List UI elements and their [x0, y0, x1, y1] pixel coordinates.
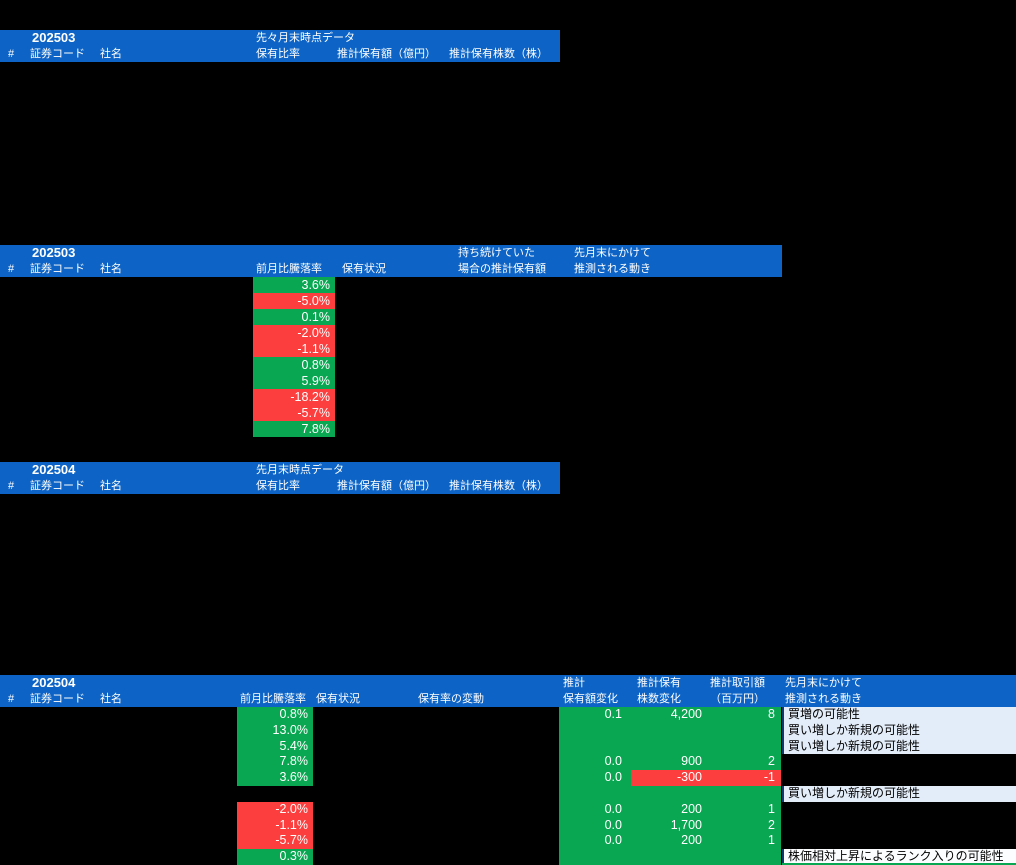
s4-change-cell[interactable]: 0.8%	[237, 707, 313, 723]
section2-col-move-top: 先月末にかけて	[574, 247, 651, 259]
section3-period-label: 先月末時点データ	[256, 464, 344, 476]
section3-col-ratio: 保有比率	[256, 480, 300, 492]
section1-month-label: 202503	[32, 30, 76, 45]
section4-col-code: 証券コード	[30, 693, 85, 705]
amount-change-value[interactable]: 0.0	[604, 770, 622, 785]
s4-change-cell[interactable]: 7.8%	[237, 754, 313, 771]
amount-change-value[interactable]: 0.0	[604, 754, 622, 769]
section1-col-ratio: 保有比率	[256, 48, 300, 60]
share-change-value[interactable]: 4,200	[670, 707, 702, 721]
section2-month-label: 202503	[32, 245, 76, 260]
section4-col-move-bottom: 推測される動き	[785, 693, 862, 705]
share-change-value[interactable]: 200	[681, 833, 702, 848]
trade-amount-value[interactable]: 1	[768, 833, 775, 848]
section1-col-no: #	[8, 48, 15, 60]
section3-col-name: 社名	[100, 480, 122, 492]
s2-change-cell[interactable]: -5.7%	[253, 405, 335, 421]
section1-period-label: 先々月末時点データ	[256, 32, 355, 44]
section4-col-shares-top: 推計保有	[637, 677, 681, 689]
section1-col-code: 証券コード	[30, 48, 85, 60]
trade-amount-value[interactable]: -1	[763, 770, 775, 785]
section3-col-shares: 推計保有株数（株）	[449, 480, 548, 492]
section2-header-band: 202503 持ち続けていた 先月末にかけて # 証券コード 社名 前月比騰落率…	[0, 245, 782, 277]
s4-change-cell[interactable]: -1.1%	[237, 817, 313, 834]
section3-col-no: #	[8, 480, 15, 492]
section2-col-held-bottom: 場合の推計保有額	[458, 263, 546, 275]
predicted-move-note[interactable]: 買い増しか新規の可能性	[782, 786, 1016, 802]
s4-change-cell[interactable]: -2.0%	[237, 801, 313, 818]
section3-month-label: 202504	[32, 462, 76, 477]
s2-change-cell[interactable]: -1.1%	[253, 341, 335, 357]
predicted-move-note[interactable]: 買い増しか新規の可能性	[782, 738, 1016, 755]
section4-header-band: 202504 推計 推計保有 推計取引額 先月末にかけて # 証券コード 社名 …	[0, 675, 1016, 707]
s2-change-cell[interactable]: -5.0%	[253, 293, 335, 309]
trade-amount-value[interactable]: 2	[768, 817, 775, 832]
trade-amount-value[interactable]: 1	[768, 801, 775, 816]
s4-change-cell[interactable]: -5.7%	[237, 833, 313, 850]
s2-change-cell[interactable]: 7.8%	[253, 421, 335, 437]
s4-change-cell[interactable]: 0.3%	[237, 849, 313, 865]
section2-col-name: 社名	[100, 263, 122, 275]
s4-change-cell[interactable]: 3.6%	[237, 770, 313, 786]
predicted-move-note[interactable]: 株価相対上昇によるランク入りの可能性	[782, 849, 1016, 865]
section4-col-trade-top: 推計取引額	[710, 677, 765, 689]
section2-col-change: 前月比騰落率	[256, 263, 322, 275]
section3-col-amount: 推計保有額（億円）	[337, 480, 436, 492]
section1-col-shares: 推計保有株数（株）	[449, 48, 548, 60]
section2-col-code: 証券コード	[30, 263, 85, 275]
amount-change-value[interactable]: 0.0	[604, 817, 622, 832]
section4-col-ratio-change: 保有率の変動	[418, 693, 484, 705]
amount-change-value[interactable]: 0.0	[604, 801, 622, 816]
amount-change-value[interactable]: 0.1	[604, 707, 622, 721]
section4-month-label: 202504	[32, 675, 76, 690]
s4-change-cell[interactable]	[237, 786, 313, 802]
share-change-value[interactable]: 1,700	[670, 817, 702, 832]
section1-col-amount: 推計保有額（億円）	[337, 48, 436, 60]
section4-col-name: 社名	[100, 693, 122, 705]
section2-col-no: #	[8, 263, 15, 275]
s2-change-cell[interactable]: 0.1%	[253, 309, 335, 325]
section4-col-est-top: 推計	[563, 677, 585, 689]
section4-col-move-top: 先月末にかけて	[785, 677, 862, 689]
predicted-move-note[interactable]: 買い増しか新規の可能性	[782, 722, 1016, 739]
estimate-values-block	[559, 707, 781, 865]
section2-col-move-bottom: 推測される動き	[574, 263, 651, 275]
s2-change-cell[interactable]: -2.0%	[253, 325, 335, 341]
section1-header-band: 202503 先々月末時点データ # 証券コード 社名 保有比率 推計保有額（億…	[0, 30, 560, 62]
share-change-value[interactable]: -300	[676, 770, 702, 785]
trade-amount-value[interactable]: 8	[768, 707, 775, 721]
s4-change-cell[interactable]: 5.4%	[237, 738, 313, 755]
section4-col-no: #	[8, 693, 15, 705]
negative-shares-cell[interactable]	[631, 770, 781, 786]
predicted-move-note[interactable]: 買増の可能性	[782, 707, 1016, 723]
section4-col-change: 前月比騰落率	[240, 693, 306, 705]
section3-header-band: 202504 先月末時点データ # 証券コード 社名 保有比率 推計保有額（億円…	[0, 462, 560, 494]
s2-change-cell[interactable]: 3.6%	[253, 277, 335, 293]
section4-col-status: 保有状況	[316, 693, 360, 705]
s4-change-cell[interactable]: 13.0%	[237, 722, 313, 739]
trade-amount-value[interactable]: 2	[768, 754, 775, 769]
share-change-value[interactable]: 200	[681, 801, 702, 816]
amount-change-value[interactable]: 0.0	[604, 833, 622, 848]
section4-col-est-bottom: 保有額変化	[563, 693, 618, 705]
section4-col-trade-bottom: （百万円）	[710, 693, 765, 705]
section2-col-status: 保有状況	[342, 263, 386, 275]
share-change-value[interactable]: 900	[681, 754, 702, 769]
section1-col-name: 社名	[100, 48, 122, 60]
clipped-next-row-sliver	[782, 863, 1016, 865]
section2-col-held-top: 持ち続けていた	[458, 247, 535, 259]
section3-col-code: 証券コード	[30, 480, 85, 492]
section4-col-shares-bottom: 株数変化	[637, 693, 681, 705]
s2-change-cell[interactable]: -18.2%	[253, 389, 335, 405]
s2-change-cell[interactable]: 0.8%	[253, 357, 335, 373]
s2-change-cell[interactable]: 5.9%	[253, 373, 335, 389]
